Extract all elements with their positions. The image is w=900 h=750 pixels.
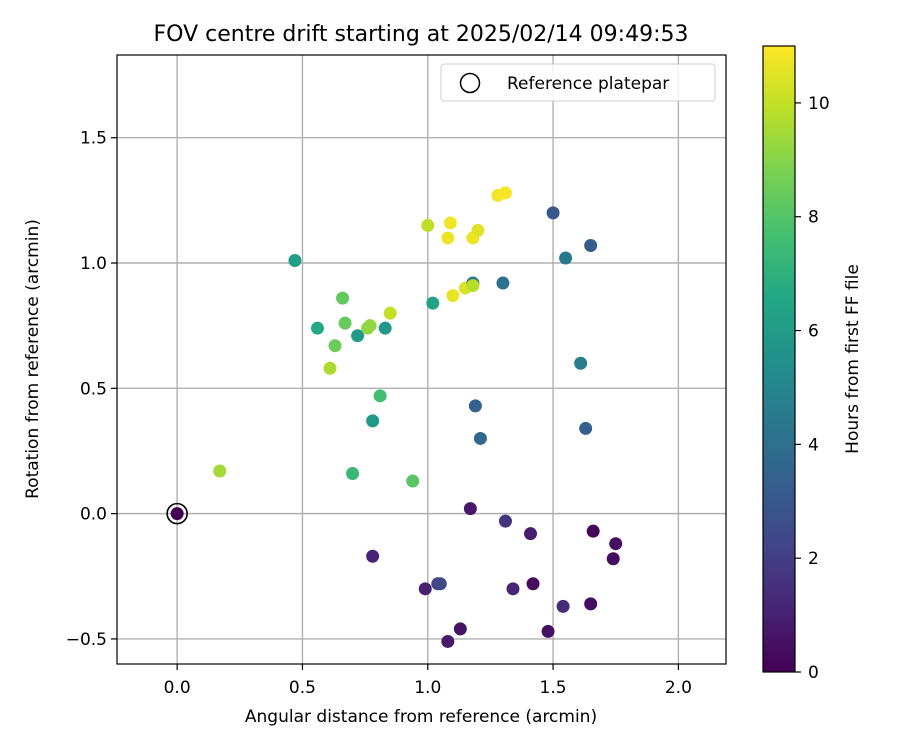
scatter-point <box>498 186 512 200</box>
scatter-point <box>338 316 352 330</box>
scatter-point <box>366 549 380 563</box>
y-axis-ticks: −0.5 0.0 0.5 1.0 1.5 <box>66 129 117 650</box>
scatter-point <box>498 514 512 528</box>
colorbar: 0 2 4 6 8 10 Hours from first FF file <box>762 45 863 683</box>
y-tick-label: −0.5 <box>66 630 107 650</box>
scatter-point <box>443 216 457 230</box>
scatter-point <box>586 524 600 538</box>
scatter-point <box>170 507 184 521</box>
legend-box <box>440 63 716 102</box>
scatter-point <box>288 254 302 268</box>
scatter-points <box>166 186 623 648</box>
x-tick-label: 0.0 <box>164 678 191 698</box>
scatter-point <box>541 624 555 638</box>
scatter-point <box>373 389 387 403</box>
scatter-point <box>506 582 520 596</box>
x-tick-label: 0.5 <box>289 678 316 698</box>
scatter-point <box>351 329 365 343</box>
y-axis-label: Rotation from reference (arcmin) <box>23 219 43 499</box>
colorbar-tick-label: 8 <box>808 208 819 228</box>
x-axis-ticks: 0.0 0.5 1.0 1.5 2.0 <box>164 664 692 698</box>
chart-title: FOV centre drift starting at 2025/02/14 … <box>154 22 689 47</box>
scatter-point <box>579 421 593 435</box>
scatter-point <box>213 464 227 478</box>
scatter-point <box>463 502 477 516</box>
scatter-point <box>496 276 510 290</box>
scatter-point <box>584 238 598 252</box>
scatter-point <box>336 291 350 305</box>
plot-frame <box>116 54 727 665</box>
reference-platepar-marker <box>166 502 188 525</box>
scatter-point <box>526 577 540 591</box>
scatter-point <box>363 319 377 333</box>
y-tick-label: 1.0 <box>80 254 107 274</box>
scatter-point <box>433 577 447 591</box>
scatter-point <box>574 356 588 370</box>
scatter-point <box>453 622 467 636</box>
scatter-point <box>328 339 342 353</box>
colorbar-tick-label: 0 <box>808 663 819 683</box>
scatter-point <box>378 321 392 335</box>
y-tick-label: 1.5 <box>80 129 107 149</box>
scatter-point <box>446 289 460 303</box>
grid <box>117 55 726 664</box>
scatter-point <box>441 231 455 245</box>
scatter-point <box>606 552 620 566</box>
scatter-point <box>426 296 440 310</box>
scatter-point <box>556 599 570 613</box>
scatter-point <box>473 431 487 445</box>
x-tick-label: 1.0 <box>414 678 441 698</box>
scatter-point <box>310 321 324 335</box>
scatter-point <box>346 467 360 481</box>
scatter-point <box>546 206 560 220</box>
x-tick-label: 1.5 <box>540 678 567 698</box>
legend-entry-reference: Reference platepar <box>507 74 669 94</box>
x-tick-label: 2.0 <box>665 678 692 698</box>
colorbar-tick-label: 2 <box>808 549 819 569</box>
scatter-point <box>418 582 432 596</box>
scatter-point <box>471 223 485 237</box>
scatter-point <box>559 251 573 265</box>
scatter-point <box>441 634 455 648</box>
colorbar-label: Hours from first FF file <box>843 264 863 454</box>
legend-reference-marker <box>459 72 481 94</box>
y-tick-label: 0.5 <box>80 379 107 399</box>
colorbar-gradient <box>762 45 796 673</box>
scatter-point <box>468 399 482 413</box>
y-tick-label: 0.0 <box>80 505 107 525</box>
scatter-point <box>383 306 397 320</box>
colorbar-tick-label: 4 <box>808 435 819 455</box>
scatter-point <box>406 474 420 488</box>
colorbar-tick-label: 10 <box>808 94 830 114</box>
scatter-point <box>524 527 538 541</box>
scatter-point <box>466 279 480 293</box>
scatter-point <box>323 361 337 375</box>
colorbar-ticks: 0 2 4 6 8 10 <box>795 94 830 683</box>
colorbar-tick-label: 6 <box>808 322 819 342</box>
scatter-point <box>609 537 623 551</box>
scatter-point <box>366 414 380 428</box>
x-axis-label: Angular distance from reference (arcmin) <box>245 707 597 727</box>
scatter-point <box>421 218 435 232</box>
scatter-point <box>584 597 598 611</box>
legend: Reference platepar <box>440 63 716 102</box>
